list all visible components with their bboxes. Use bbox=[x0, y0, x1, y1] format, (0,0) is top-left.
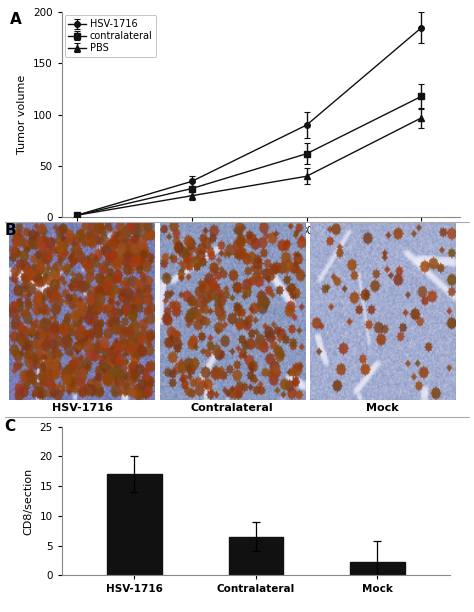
Bar bbox=[228, 537, 283, 575]
Text: HSV-1716: HSV-1716 bbox=[52, 403, 113, 414]
Text: Contralateral: Contralateral bbox=[191, 403, 273, 414]
Text: B: B bbox=[5, 223, 17, 238]
Y-axis label: Tumor volume: Tumor volume bbox=[17, 75, 27, 154]
X-axis label: Days: Days bbox=[247, 242, 274, 252]
Text: C: C bbox=[5, 419, 16, 434]
Bar bbox=[107, 474, 162, 575]
Text: Mock: Mock bbox=[366, 403, 399, 414]
Bar bbox=[350, 562, 405, 575]
Y-axis label: CD8/section: CD8/section bbox=[24, 468, 34, 534]
Legend: HSV-1716, contralateral, PBS: HSV-1716, contralateral, PBS bbox=[64, 15, 156, 57]
Text: A: A bbox=[10, 12, 22, 28]
